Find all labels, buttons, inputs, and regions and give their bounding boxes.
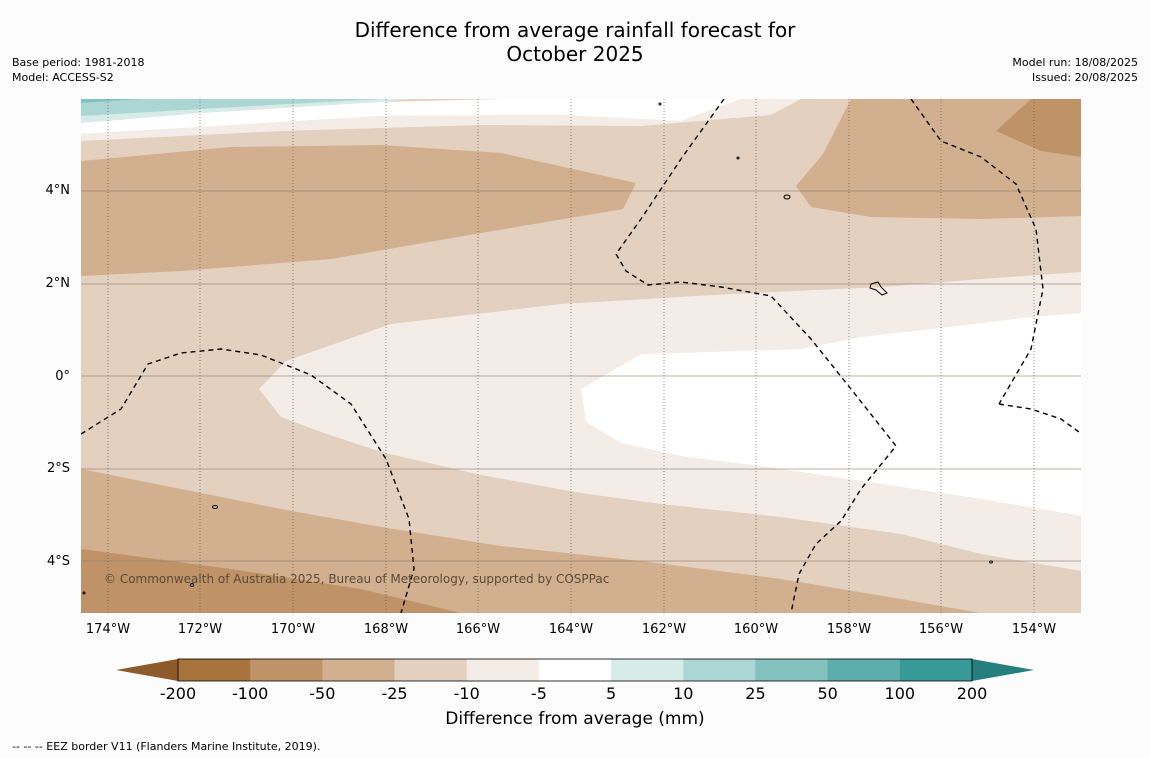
colorbar-tick-label: -50 [309, 684, 336, 703]
colorbar [116, 658, 1034, 682]
map-title: Difference from average rainfall forecas… [0, 18, 1150, 66]
lon-label-164w: 164°W [548, 622, 594, 637]
graticule-lat [81, 190, 1081, 562]
band-neutral-top [81, 99, 741, 134]
band-neutral-center [581, 313, 1081, 516]
meta-left: Base period: 1981-2018 Model: ACCESS-S2 [12, 55, 144, 85]
colorbar-over-arrow [972, 659, 1034, 681]
title-line-1: Difference from average rainfall forecas… [354, 18, 796, 42]
colorbar-tick-label: -25 [381, 684, 408, 703]
colorbar-tick-label: -200 [159, 684, 197, 703]
lon-label-154w: 154°W [1011, 622, 1057, 637]
lon-label-172w: 172°W [177, 622, 223, 637]
band-wet-3 [81, 99, 141, 103]
band-light-top [81, 99, 801, 141]
colorbar-segment [322, 659, 396, 681]
colorbar-tick-label: 50 [817, 684, 838, 703]
lat-label-2s: 2°S [46, 461, 70, 476]
colorbar-tick-label: 5 [605, 684, 617, 703]
colorbar-segment [899, 659, 973, 681]
lat-label-eq: 0° [55, 369, 70, 384]
colorbar-tick-label: -100 [232, 684, 269, 703]
title-line-2: October 2025 [506, 42, 644, 66]
lat-label-2n: 2°N [45, 276, 71, 291]
rainfall-map [81, 99, 1081, 613]
model-run: Model run: 18/08/2025 [1012, 56, 1138, 69]
eez-borders [81, 99, 1080, 613]
eez-legend-footer: -- -- -- EEZ border V11 (Flanders Marine… [12, 740, 321, 753]
colorbar-segment [538, 659, 612, 681]
colorbar-segment [683, 659, 756, 681]
band-dry-ne-2 [996, 99, 1081, 157]
islands [82, 102, 993, 595]
colorbar-tick-label: -5 [530, 684, 547, 703]
colorbar-tick-label: -10 [453, 684, 480, 703]
lon-label-156w: 156°W [918, 622, 964, 637]
colorbar-segment [466, 659, 540, 681]
lon-label-162w: 162°W [641, 622, 687, 637]
colorbar-segment [394, 659, 468, 681]
lat-label-4n: 4°N [45, 183, 71, 198]
lon-label-158w: 158°W [826, 622, 872, 637]
colorbar-segment [611, 659, 684, 681]
colorbar-tick-label: 25 [745, 684, 766, 703]
copyright-credit: © Commonwealth of Australia 2025, Bureau… [104, 572, 610, 586]
lon-label-170w: 170°W [270, 622, 316, 637]
colorbar-title: Difference from average (mm) [445, 709, 705, 729]
colorbar-tick-label: 200 [956, 684, 988, 703]
meta-right: Model run: 18/08/2025 Issued: 20/08/2025 [1012, 55, 1138, 85]
colorbar-segment [178, 659, 251, 681]
lon-label-168w: 168°W [363, 622, 409, 637]
colorbar-segment [827, 659, 901, 681]
issued-date: Issued: 20/08/2025 [1031, 71, 1138, 84]
colorbar-segment [250, 659, 323, 681]
band-light-center [259, 272, 1081, 571]
lon-label-166w: 166°W [455, 622, 501, 637]
model-name: Model: ACCESS-S2 [12, 71, 114, 84]
band-dry-top [81, 145, 636, 276]
base-period: Base period: 1981-2018 [12, 56, 145, 69]
lon-label-174w: 174°W [85, 622, 131, 637]
colorbar-tick-label: 10 [673, 684, 694, 703]
lon-label-160w: 160°W [733, 622, 779, 637]
colorbar-tick-label: 100 [884, 684, 916, 703]
band-dry-south-2 [81, 549, 461, 613]
colorbar-under-arrow [116, 659, 178, 681]
colorbar-segment [755, 659, 829, 681]
colorbar-outline [177, 658, 973, 682]
lat-label-4s: 4°S [46, 554, 70, 569]
band-wet-2 [81, 99, 381, 116]
